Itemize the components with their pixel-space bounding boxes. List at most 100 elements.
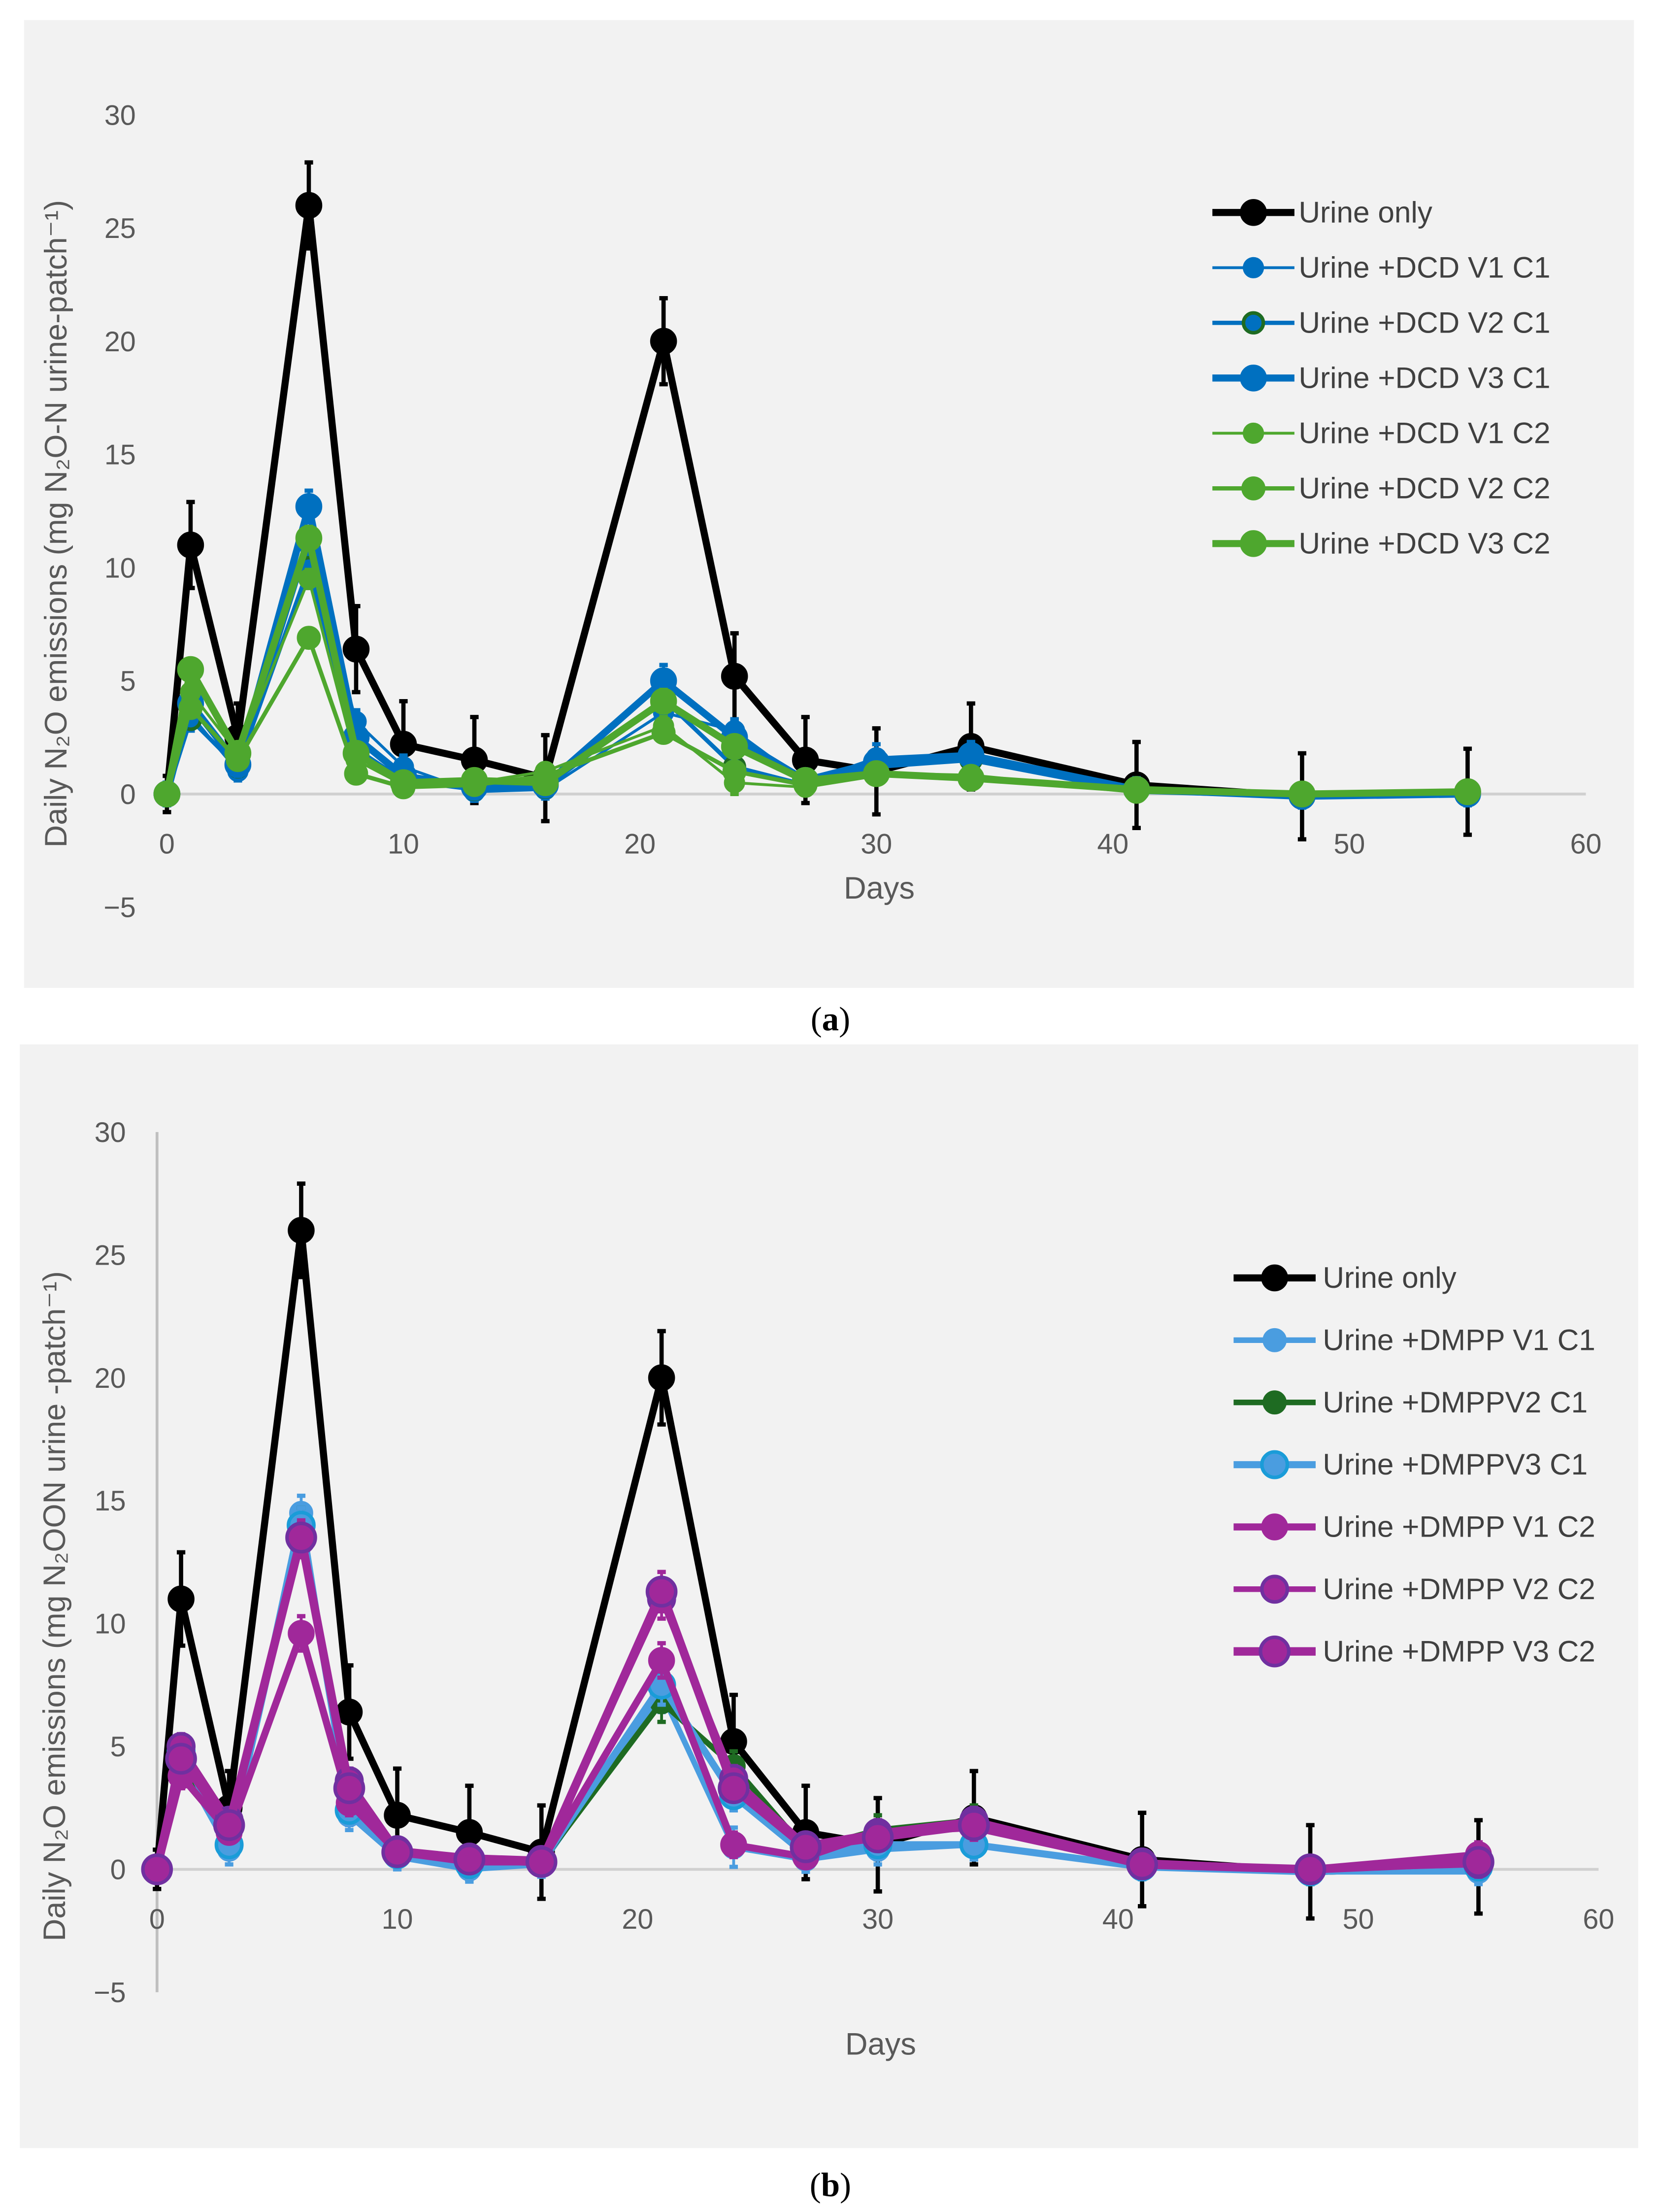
data-point (525, 1846, 558, 1878)
data-point (721, 733, 748, 760)
data-point (384, 1802, 411, 1829)
legend-entry: Urine +DMPP V2 C2 (1233, 1572, 1595, 1606)
data-point (295, 192, 323, 219)
legend-label: Urine +DMPP V1 C1 (1323, 1323, 1595, 1356)
data-point (167, 1585, 195, 1612)
series-6 (141, 1518, 1494, 1885)
y-axis-title: Daily N₂O emissions (mg N₂O-N urine-patc… (39, 200, 73, 848)
caption-open: ( (811, 1000, 822, 1038)
x-tick-label: 30 (862, 1904, 894, 1935)
x-axis-title: Days (845, 2027, 916, 2062)
data-point (790, 1831, 822, 1863)
legend-marker (1260, 1450, 1290, 1479)
x-tick-label: 60 (1570, 828, 1602, 860)
legend-label: Urine +DMPPV2 C1 (1323, 1385, 1588, 1419)
legend-label: Urine +DCD V3 C1 (1299, 361, 1551, 394)
series-line (163, 201, 1468, 800)
y-tick-label: 30 (95, 1117, 126, 1148)
data-point (342, 636, 370, 663)
data-point (862, 760, 890, 787)
legend-marker (1262, 1390, 1287, 1415)
data-point (957, 765, 985, 792)
data-point (650, 688, 677, 715)
legend-entry: Urine +DCD V1 C1 (1212, 250, 1551, 284)
legend-marker (1240, 199, 1267, 226)
x-axis-title: Days (844, 871, 915, 905)
data-point (1126, 1848, 1158, 1880)
x-tick-label: 50 (1343, 1904, 1374, 1935)
data-point (722, 759, 747, 784)
y-tick-label: −5 (103, 892, 135, 924)
legend-marker (1259, 1635, 1291, 1668)
y-tick-label: 20 (95, 1363, 126, 1394)
data-point (648, 1364, 675, 1391)
legend-entry: Urine +DMPPV2 C1 (1233, 1385, 1588, 1419)
data-point (295, 525, 323, 552)
data-point (342, 739, 370, 767)
caption-letter: b (821, 2166, 840, 2204)
legend-label: Urine +DCD V1 C1 (1299, 250, 1551, 284)
y-tick-label: 5 (110, 1731, 126, 1763)
x-tick-label: 10 (382, 1904, 413, 1935)
data-point (153, 780, 181, 808)
legend-label: Urine only (1299, 195, 1433, 229)
x-tick-label: 30 (861, 828, 892, 860)
legend-label: Urine +DCD V3 C2 (1299, 526, 1551, 560)
data-point (461, 767, 488, 794)
data-point (650, 328, 677, 355)
caption-close: ) (839, 1000, 850, 1038)
x-tick-label: 0 (149, 1904, 165, 1935)
legend-entry: Urine +DMPP V1 C1 (1233, 1323, 1595, 1356)
y-tick-label: 25 (95, 1240, 126, 1271)
data-point (718, 1772, 750, 1805)
data-point (453, 1843, 486, 1876)
series-line (153, 1533, 1479, 1874)
legend-entry: Urine only (1233, 1261, 1457, 1294)
legend-label: Urine +DCD V1 C2 (1299, 416, 1551, 449)
legend-marker (1241, 311, 1265, 335)
legend-entry: Urine only (1212, 195, 1433, 229)
y-tick-label: 20 (104, 326, 136, 358)
data-point (456, 1819, 483, 1846)
legend-marker (1243, 257, 1264, 278)
data-point (177, 656, 204, 683)
x-tick-label: 40 (1097, 828, 1128, 860)
data-point (720, 1831, 747, 1858)
data-point (285, 1521, 317, 1554)
legend-marker (1260, 1575, 1290, 1604)
data-point (381, 1836, 413, 1868)
y-tick-label: −5 (94, 1977, 126, 2009)
legend-marker (1240, 365, 1267, 392)
data-point (1454, 778, 1481, 805)
legend-label: Urine +DCD V2 C1 (1299, 305, 1551, 339)
x-tick-label: 50 (1333, 828, 1365, 860)
caption-close: ) (840, 2166, 851, 2204)
data-point (958, 1809, 990, 1841)
panel-caption: (a) (811, 1000, 850, 1038)
x-tick-label: 20 (622, 1904, 653, 1935)
data-point (862, 1821, 894, 1853)
data-point (1289, 780, 1316, 808)
legend-label: Urine +DMPP V3 C2 (1323, 1634, 1595, 1668)
data-point (1294, 1853, 1326, 1885)
x-tick-label: 20 (624, 828, 656, 860)
chart-panel-a: −5 0 5 10 15 20 25 30 0 10 20 30 40 50 60 Days Daily N₂O… (24, 20, 1634, 988)
legend-entry: Urine +DCD V2 C2 (1212, 471, 1551, 504)
y-tick-label: 25 (104, 213, 136, 244)
x-tick-label: 0 (159, 828, 175, 860)
y-tick-label: 0 (120, 779, 136, 810)
series-line (163, 535, 1468, 798)
data-point (651, 721, 676, 745)
data-point (141, 1853, 173, 1885)
data-point (792, 767, 819, 794)
data-point (531, 769, 559, 797)
y-tick-label: 30 (104, 100, 136, 131)
data-point (165, 1743, 197, 1775)
data-point (390, 769, 417, 797)
legend-marker (1243, 422, 1264, 444)
data-point (1462, 1846, 1494, 1878)
x-tick-label: 60 (1583, 1904, 1614, 1935)
series-6 (153, 525, 1481, 808)
y-tick-label: 10 (104, 552, 136, 584)
